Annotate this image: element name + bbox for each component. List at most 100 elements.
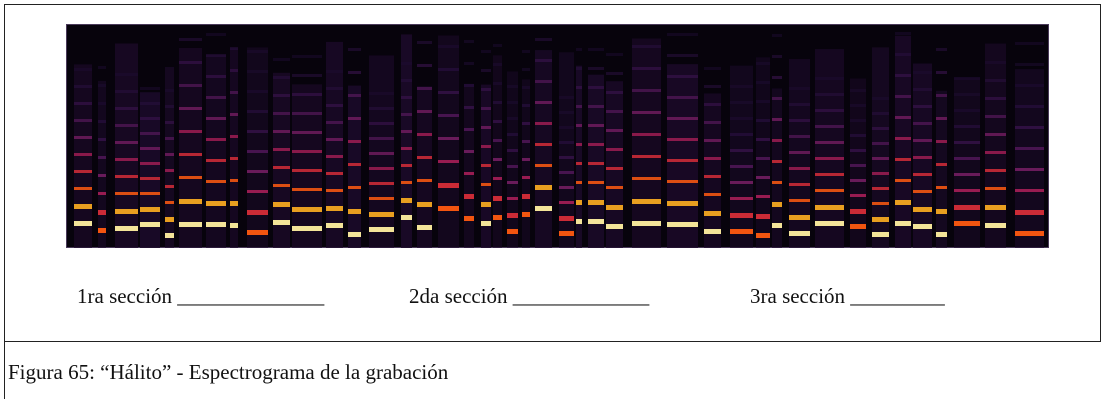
harmonic-band	[401, 198, 412, 203]
harmonic-band	[165, 121, 174, 124]
harmonic-band	[326, 70, 343, 73]
harmonic-band	[273, 166, 290, 169]
harmonic-band	[606, 148, 623, 151]
harmonic-band	[206, 75, 226, 78]
harmonic-band	[576, 67, 582, 70]
harmonic-band	[704, 139, 721, 142]
harmonic-band	[401, 215, 412, 220]
harmonic-band	[165, 233, 174, 238]
harmonic-band	[481, 107, 491, 110]
harmonic-band	[756, 138, 770, 141]
spectral-column	[438, 35, 459, 248]
harmonic-band	[704, 211, 721, 216]
spectral-column	[507, 71, 518, 248]
harmonic-band	[704, 157, 721, 160]
harmonic-band	[369, 107, 394, 110]
harmonic-band	[588, 67, 604, 70]
harmonic-band	[576, 48, 582, 51]
harmonic-band	[247, 150, 268, 153]
harmonic-band	[417, 64, 432, 67]
harmonic-band	[115, 192, 138, 195]
harmonic-band	[522, 158, 530, 161]
harmonic-band	[850, 164, 866, 167]
harmonic-band	[606, 205, 623, 210]
harmonic-band	[588, 200, 604, 205]
harmonic-band	[730, 149, 753, 152]
harmonic-band	[493, 120, 502, 123]
spectral-column	[632, 38, 661, 248]
harmonic-band	[438, 68, 459, 71]
harmonic-band	[913, 71, 932, 74]
harmonic-band	[179, 199, 202, 204]
section-label: 2da sección _____________	[409, 284, 650, 308]
harmonic-band	[273, 220, 290, 225]
harmonic-band	[895, 158, 911, 161]
harmonic-band	[247, 70, 268, 73]
harmonic-band	[507, 117, 518, 120]
harmonic-band	[667, 180, 698, 183]
harmonic-band	[348, 117, 361, 120]
harmonic-band	[559, 141, 574, 144]
harmonic-band	[954, 221, 980, 226]
harmonic-band	[273, 202, 290, 207]
harmonic-band	[588, 48, 604, 51]
harmonic-band	[756, 119, 770, 122]
harmonic-band	[206, 180, 226, 183]
harmonic-band	[326, 189, 343, 192]
harmonic-band	[872, 142, 889, 145]
harmonic-band	[493, 196, 502, 201]
harmonic-band	[292, 188, 322, 191]
harmonic-band	[247, 170, 268, 173]
harmonic-band	[165, 89, 174, 92]
harmonic-band	[247, 50, 268, 53]
harmonic-band	[522, 86, 530, 89]
harmonic-band	[535, 122, 552, 125]
harmonic-band	[667, 75, 698, 78]
harmonic-band	[493, 82, 502, 85]
harmonic-band	[140, 117, 160, 120]
harmonic-band	[206, 138, 226, 141]
harmonic-band	[230, 135, 238, 138]
harmonic-band	[588, 162, 604, 165]
harmonic-band	[348, 140, 361, 143]
harmonic-band	[576, 181, 582, 184]
harmonic-band	[369, 92, 394, 95]
harmonic-band	[730, 197, 753, 200]
harmonic-band	[985, 169, 1006, 172]
harmonic-band	[954, 189, 980, 192]
harmonic-band	[140, 207, 160, 212]
harmonic-band	[954, 77, 980, 80]
harmonic-band	[535, 101, 552, 104]
harmonic-band	[850, 149, 866, 152]
harmonic-band	[481, 164, 491, 167]
harmonic-band	[326, 155, 343, 158]
harmonic-band	[606, 53, 623, 56]
harmonic-band	[535, 38, 552, 41]
harmonic-band	[1015, 231, 1044, 236]
harmonic-band	[417, 225, 432, 230]
harmonic-band	[772, 118, 782, 121]
harmonic-band	[438, 160, 459, 163]
spectral-column	[493, 55, 502, 248]
harmonic-band	[74, 85, 92, 88]
harmonic-band	[417, 87, 432, 90]
harmonic-band	[913, 190, 932, 193]
harmonic-band	[632, 221, 661, 226]
harmonic-band	[730, 165, 753, 168]
harmonic-band	[98, 156, 106, 159]
harmonic-band	[464, 150, 474, 153]
harmonic-band	[493, 215, 502, 220]
harmonic-band	[493, 139, 502, 142]
harmonic-band	[895, 53, 911, 56]
figure-caption: Figura 65: “Hálito” - Espectrograma de l…	[8, 360, 449, 384]
harmonic-band	[789, 151, 810, 154]
harmonic-band	[401, 130, 412, 133]
harmonic-band	[369, 212, 394, 217]
spectral-column	[576, 65, 582, 248]
harmonic-band	[850, 104, 866, 107]
harmonic-band	[140, 192, 160, 195]
harmonic-band	[292, 169, 322, 172]
harmonic-band	[230, 179, 238, 182]
harmonic-band	[464, 40, 474, 43]
harmonic-band	[772, 34, 782, 37]
